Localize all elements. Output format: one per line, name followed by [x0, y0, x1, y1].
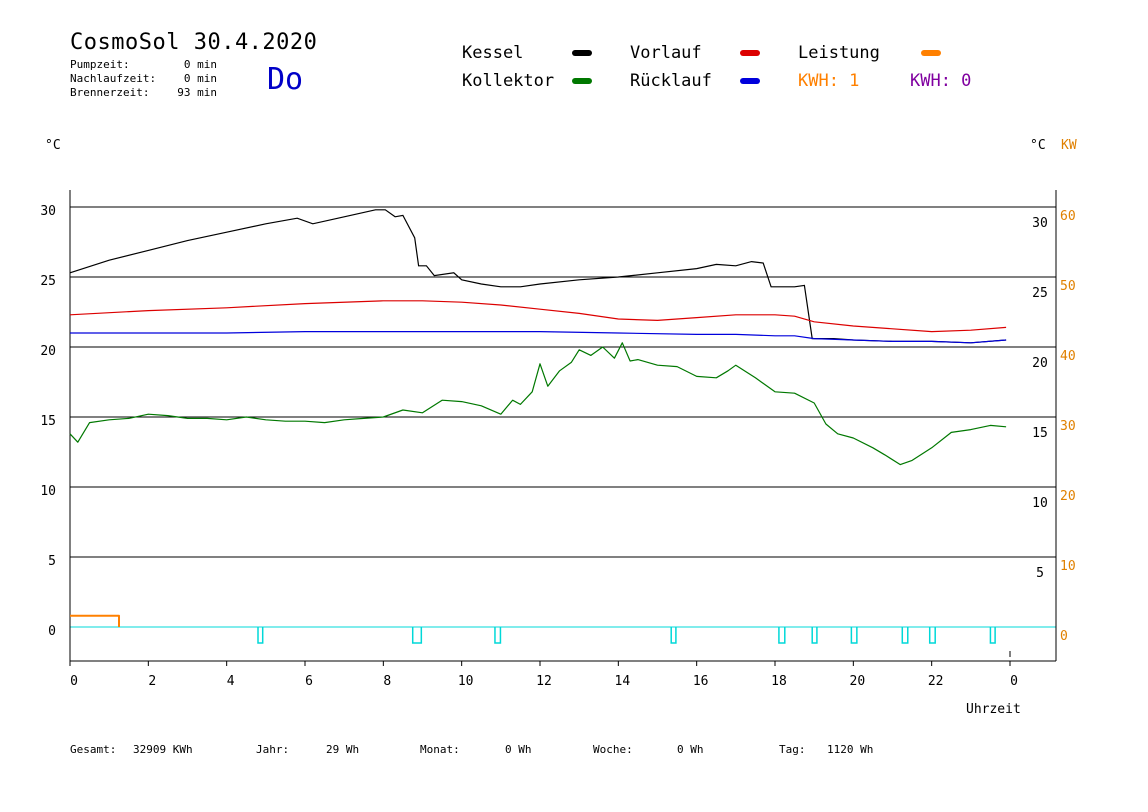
y-tick-label-right: 10	[1032, 496, 1048, 511]
y-tick-label-left: 0	[48, 624, 56, 639]
gesamt-value: 32909 KWh	[133, 743, 193, 756]
brenner-time-label: Brennerzeit:	[70, 86, 150, 99]
pump-pulse	[257, 627, 264, 644]
x-tick-label: 14	[615, 674, 631, 689]
series-ruecklauf-line	[70, 331, 1007, 344]
legend-vorlauf: Vorlauf	[630, 43, 702, 63]
kw-tick-label: 20	[1060, 489, 1076, 504]
legend-leistung-swatch	[921, 50, 941, 56]
legend-leistung: Leistung	[798, 43, 880, 63]
pump-pulse	[811, 627, 818, 644]
pump-time-value: 0 min	[183, 58, 217, 71]
nachlauf-time-label: Nachlaufzeit:	[70, 72, 157, 85]
legend-kollektor: Kollektor	[462, 71, 555, 91]
legend-ruecklauf: Rücklauf	[630, 71, 712, 91]
y-tick-label-right: 30	[1032, 216, 1048, 231]
kw-tick-label: 10	[1060, 559, 1076, 574]
tag-label: Tag:	[779, 743, 806, 756]
woche-label: Woche:	[593, 743, 633, 756]
legend-kessel: Kessel	[462, 43, 524, 63]
woche-value: 0 Wh	[677, 743, 704, 756]
nachlauf-time-value: 0 min	[183, 72, 217, 85]
x-tick-label: 4	[227, 674, 235, 689]
y-tick-label-right: 5	[1036, 566, 1044, 581]
jahr-label: Jahr:	[256, 743, 290, 756]
x-tick-label: 0	[70, 674, 78, 689]
legend-kessel-swatch	[572, 50, 592, 56]
y-tick-label-left: 5	[48, 554, 56, 569]
x-tick-label: 20	[850, 674, 866, 689]
y-tick-label-right: 25	[1032, 286, 1048, 301]
x-tick-label: 2	[148, 674, 156, 689]
chart-title: CosmoSol 30.4.2020	[70, 30, 318, 55]
pump-time-label: Pumpzeit:	[70, 58, 130, 71]
right-axis-unit: °C	[1030, 138, 1046, 153]
x-tick-label: 12	[536, 674, 552, 689]
y-tick-label-right: 20	[1032, 356, 1048, 371]
x-tick-label: 10	[458, 674, 474, 689]
brenner-time-value: 93 min	[177, 86, 217, 99]
pump-pulse	[989, 627, 996, 644]
legend-vorlauf-swatch	[740, 50, 760, 56]
grid-layer	[70, 206, 1056, 628]
y-tick-label-left: 30	[40, 204, 56, 219]
x-tick-label: 8	[383, 674, 391, 689]
series-vorlauf-line	[69, 300, 1007, 333]
kw-tick-label: 60	[1060, 209, 1076, 224]
x-tick-label: 22	[928, 674, 944, 689]
x-tick-label: 0	[1010, 674, 1018, 689]
legend-kollektor-swatch	[572, 78, 592, 84]
legend-ruecklauf-swatch	[740, 78, 760, 84]
kw-axis-unit: KW	[1061, 138, 1077, 153]
jahr-value: 29 Wh	[326, 743, 360, 756]
left-axis-unit: °C	[45, 138, 61, 153]
kw-tick-label: 30	[1060, 419, 1076, 434]
pump-pulse	[494, 627, 502, 644]
legend-kwh-2: KWH: 0	[910, 71, 972, 91]
x-axis-label: Uhrzeit	[966, 702, 1021, 717]
x-tick-label: 18	[771, 674, 787, 689]
series-kessel-line	[69, 209, 1007, 344]
monat-value: 0 Wh	[505, 743, 532, 756]
pump-pulse	[850, 627, 858, 644]
kw-tick-label: 50	[1060, 279, 1076, 294]
y-tick-label-right: 15	[1032, 426, 1048, 441]
weekday-label: Do	[267, 62, 304, 97]
x-tick-label: 16	[693, 674, 709, 689]
y-tick-label-left: 15	[40, 414, 56, 429]
series-layer	[69, 209, 1007, 627]
series-kollektor-line	[69, 342, 1007, 466]
kw-tick-label: 40	[1060, 349, 1076, 364]
x-tick-label: 6	[305, 674, 313, 689]
pump-pulse	[778, 627, 786, 644]
pump-pulse	[670, 627, 677, 644]
y-tick-label-left: 20	[40, 344, 56, 359]
legend-kwh-1: KWH: 1	[798, 71, 860, 91]
tag-value: 1120 Wh	[827, 743, 874, 756]
pump-pulse	[928, 627, 936, 644]
y-tick-label-left: 10	[40, 484, 56, 499]
gesamt-label: Gesamt:	[70, 743, 117, 756]
series-leistung-line	[70, 614, 120, 627]
pump-pulse	[901, 627, 909, 644]
y-tick-label-left: 25	[40, 274, 56, 289]
axis-layer	[69, 190, 1057, 662]
pump-pulse	[411, 627, 423, 644]
monat-label: Monat:	[420, 743, 460, 756]
pump-layer	[257, 627, 996, 644]
kw-tick-label: 0	[1060, 629, 1068, 644]
